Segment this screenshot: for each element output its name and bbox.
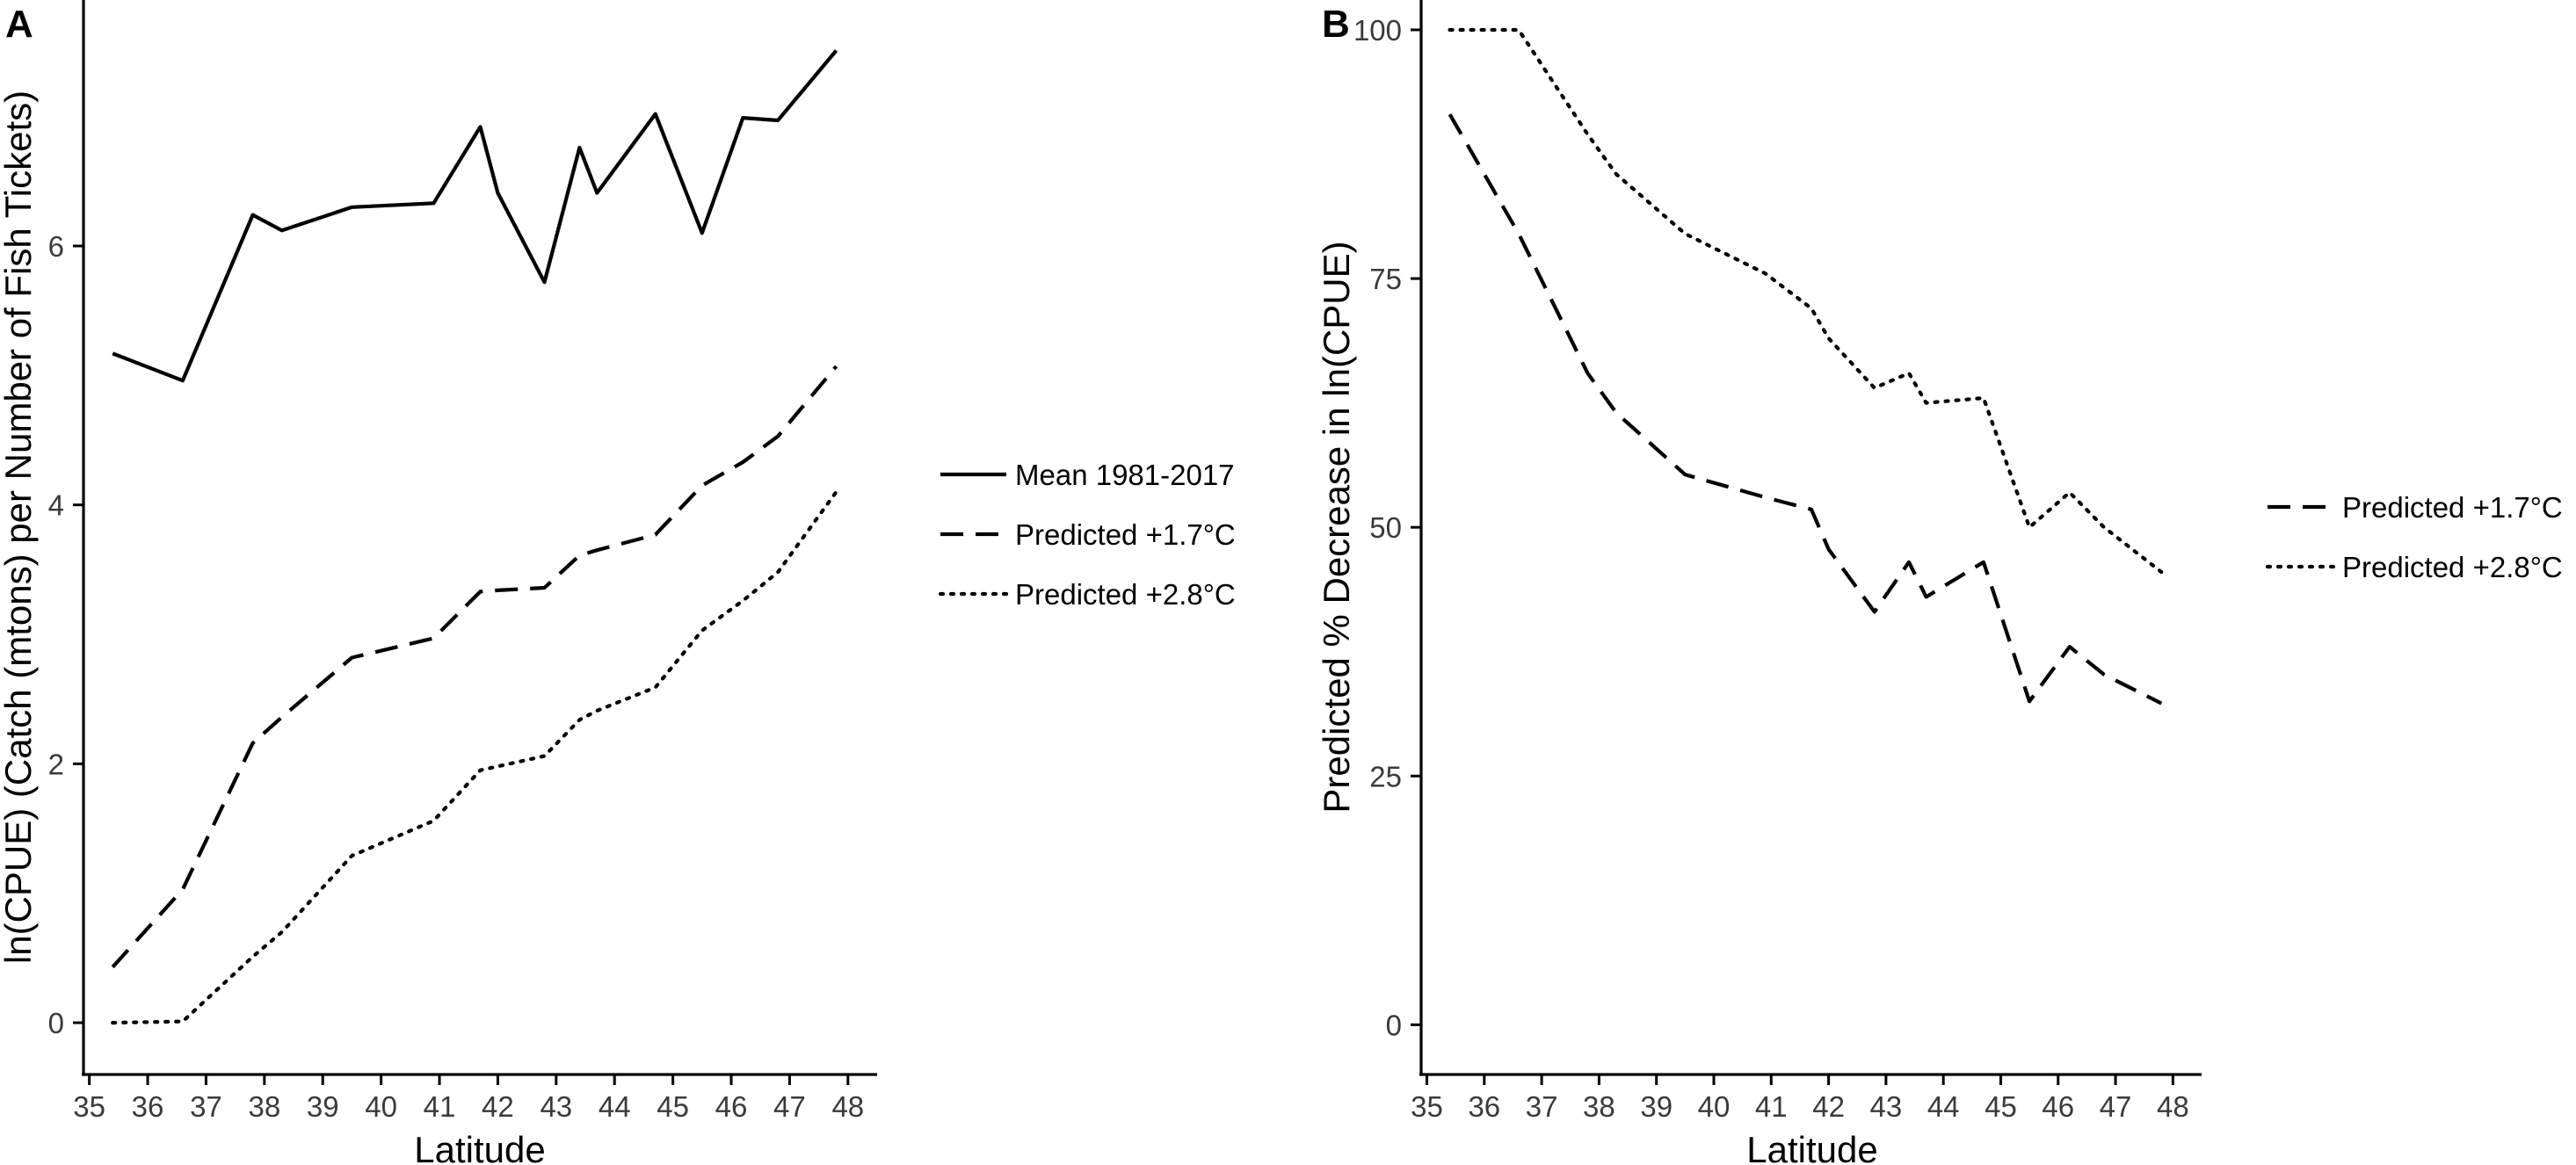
- panel-b-x-tick-label: 39: [1640, 1090, 1673, 1123]
- panel-b-x-tick-label: 42: [1812, 1090, 1845, 1123]
- panel-a-x-tick-label: 44: [599, 1090, 631, 1123]
- panel-b-y-tick-label: 100: [1353, 14, 1402, 47]
- panel-b-x-tick-label: 38: [1583, 1090, 1615, 1123]
- panel-b-x-tick-label: 44: [1927, 1090, 1960, 1123]
- panel-b-x-tick-label: 41: [1755, 1090, 1788, 1123]
- panel-b-y-tick-label: 50: [1369, 511, 1402, 544]
- panel-a-series-dotted: [111, 489, 838, 1025]
- panel-a-legend-label: Mean 1981-2017: [1015, 459, 1235, 491]
- panel-b-x-tick-label: 45: [1985, 1090, 2017, 1123]
- panel-b-y-tick-label: 25: [1369, 760, 1402, 792]
- panel-a-x-tick-label: 45: [657, 1090, 689, 1123]
- panel-b-series-dotted: [1448, 27, 2164, 575]
- panel-a-y-tick-label: 0: [48, 1007, 64, 1039]
- panel-b-x-tick-label: 37: [1526, 1090, 1558, 1123]
- panel-a-x-tick-label: 43: [540, 1090, 572, 1123]
- panel-b-label: B: [1322, 3, 1350, 46]
- panel-a-legend: Mean 1981-2017 Predicted +1.7°C Predicted …: [938, 459, 1236, 611]
- panel-a-x-tick-label: 42: [482, 1090, 514, 1123]
- panel-a-series-dashed: [111, 365, 838, 969]
- panel-a-y-tick-label: 6: [48, 230, 64, 263]
- panel-a-x-tick-label: 36: [132, 1090, 164, 1123]
- panel-a-x-tick-label: 35: [73, 1090, 105, 1123]
- panel-b-x-axis-title: Latitude: [1746, 1129, 1877, 1165]
- panel-b-x-tick-label: 47: [2100, 1090, 2132, 1123]
- panel-a-x-tick-label: 39: [307, 1090, 339, 1123]
- panel-b-legend: Predicted +1.7°C Predicted +2.8°C: [2265, 491, 2563, 583]
- panel-b-x-tick-label: 46: [2042, 1090, 2074, 1123]
- panel-a-y-axis-title: ln(CPUE) (Catch (mtons) per Number of Fi…: [0, 90, 39, 964]
- panel-a-x-tick-label: 38: [248, 1090, 280, 1123]
- panel-a-label: A: [5, 3, 33, 46]
- panel-a-x-tick-label: 37: [190, 1090, 222, 1123]
- panel-b-legend-label: Predicted +1.7°C: [2342, 491, 2563, 524]
- panel-b: B 35 36 37 38 39 40 41 42 43 44 45 46 47 48 0 25 50 75 10…: [1316, 0, 2563, 1165]
- panel-b-y-axis-title: Predicted % Decrease in ln(CPUE): [1316, 241, 1357, 813]
- panel-a-y-tick-label: 4: [48, 489, 64, 522]
- panel-b-x-tick-label: 43: [1870, 1090, 1903, 1123]
- panel-a-x-tick-label: 48: [831, 1090, 864, 1123]
- panel-b-y-tick-label: 75: [1369, 263, 1402, 295]
- panel-a-x-axis-title: Latitude: [414, 1129, 545, 1165]
- panel-b-series-dashed: [1448, 113, 2163, 706]
- panel-a-legend-label: Predicted +1.7°C: [1015, 518, 1236, 551]
- panel-a-x-tick-label: 40: [365, 1090, 397, 1123]
- panel-a-x-tick-label: 41: [424, 1090, 456, 1123]
- panel-b-x-tick-label: 35: [1411, 1090, 1443, 1123]
- panel-b-x-tick-label: 36: [1468, 1090, 1500, 1123]
- panel-a-x-tick-label: 46: [715, 1090, 748, 1123]
- panel-b-x-tick-label: 40: [1698, 1090, 1731, 1123]
- panel-b-x-tick-label: 48: [2157, 1090, 2189, 1123]
- panel-a-series-solid: [112, 49, 838, 383]
- panel-a-legend-label: Predicted +2.8°C: [1015, 578, 1236, 611]
- panel-b-legend-label: Predicted +2.8°C: [2342, 551, 2563, 583]
- panel-a-x-tick-label: 47: [773, 1090, 806, 1123]
- panel-a-y-tick-label: 2: [48, 748, 64, 780]
- panel-b-y-tick-label: 0: [1386, 1009, 1402, 1041]
